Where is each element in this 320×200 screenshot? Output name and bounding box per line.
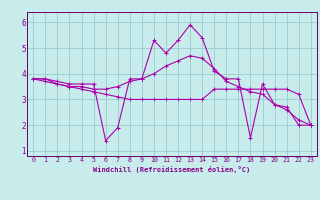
X-axis label: Windchill (Refroidissement éolien,°C): Windchill (Refroidissement éolien,°C) <box>93 166 251 173</box>
